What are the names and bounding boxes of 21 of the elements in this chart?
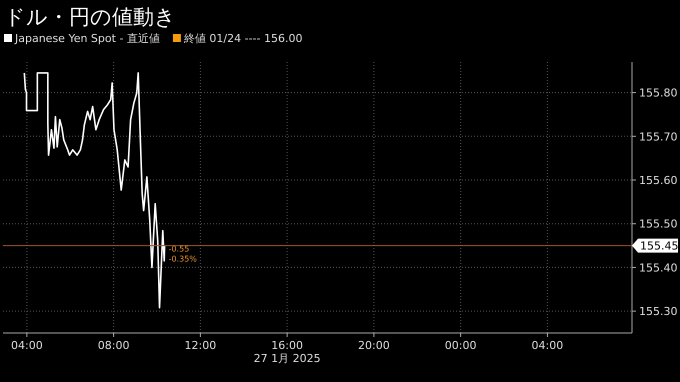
y-tick-label: 155.60	[639, 174, 678, 188]
annotation: -0.55	[168, 244, 190, 254]
y-tick-label: 155.40	[639, 261, 678, 274]
ref-line-label: 155.45	[640, 240, 678, 253]
text: 終値 01/24 ---- 156.00	[182, 32, 302, 45]
legend-label: Japanese Yen Spot - 直近値	[14, 32, 160, 45]
y-tick-label: 155.80	[639, 86, 678, 100]
x-tick-label: 20:00	[358, 339, 390, 352]
y-tick-label: 155.50	[639, 218, 678, 231]
x-tick-label: 08:00	[98, 339, 130, 352]
y-tick-label: 155.70	[639, 130, 678, 144]
x-tick-label: 04:00	[532, 339, 564, 352]
line-series	[24, 72, 166, 308]
y-tick-label: 155.30	[639, 305, 678, 318]
x-tick-label: 12:00	[184, 339, 216, 352]
x-tick-label: 04:00	[11, 339, 43, 352]
x-axis-title: 27 1月 2025	[254, 352, 321, 365]
chart-title: ドル・円の値動き	[4, 5, 176, 29]
x-tick-label: 00:00	[444, 339, 477, 352]
annotation: -0.35%	[168, 254, 198, 264]
x-tick-label: 16:00	[271, 339, 303, 352]
